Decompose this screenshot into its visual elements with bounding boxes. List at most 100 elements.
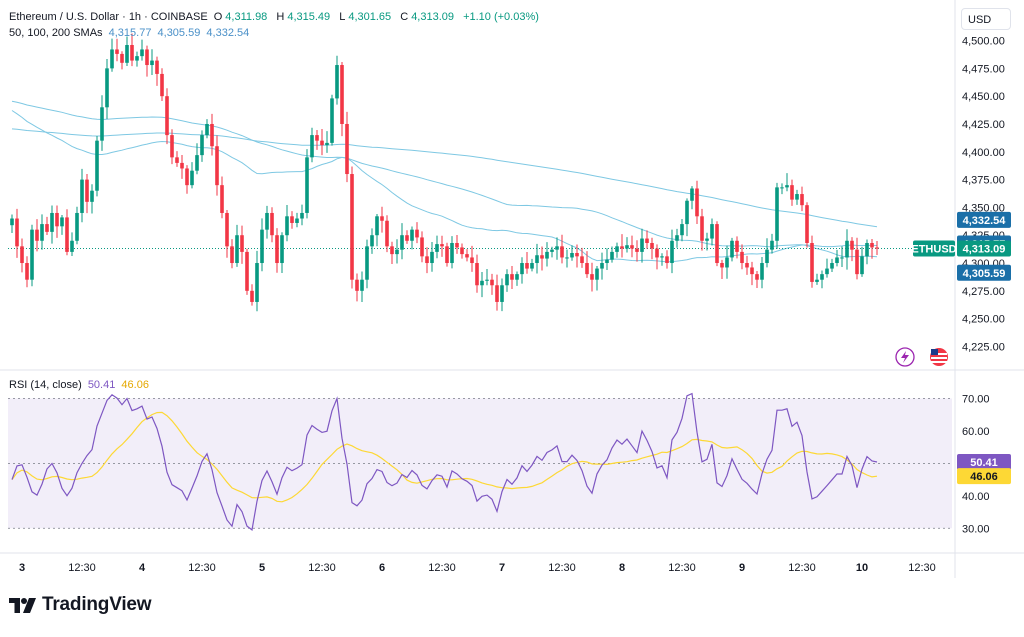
candle [165,88,169,145]
candle [320,129,324,156]
high-value: 4,315.49 [287,11,331,23]
tradingview-logo[interactable]: TradingView [9,594,152,616]
candle [655,244,659,270]
candle-body [810,242,814,282]
candle [385,215,389,253]
candle-body [605,259,609,264]
candle [50,205,54,244]
sma100-tag-bg [957,264,1011,281]
candle [370,228,374,254]
candle [755,270,759,289]
candle-body [850,240,854,250]
currency-button[interactable]: USD [961,8,1011,30]
symbol-tag-bg [913,240,955,257]
candle [790,179,794,206]
candle-body [135,56,139,61]
candle [420,231,424,263]
candle [430,242,434,272]
candle [605,248,609,270]
candle [515,271,519,286]
candle [685,198,689,237]
candle-body [625,245,629,249]
candle [740,244,744,270]
candle [545,242,549,267]
candle-body [355,279,359,291]
candle-body [750,267,754,275]
sma-label[interactable]: 50, 100, 200 SMAs [9,27,103,39]
time-tick-label: 12:30 [68,562,96,574]
candle-body [380,216,384,221]
price-tick-label: 4,475.00 [962,63,1005,75]
candle [215,135,219,196]
candle-body [315,135,319,141]
candle [160,68,164,102]
symbol-title[interactable]: Ethereum / U.S. Dollar · 1h · COINBASE [9,11,208,23]
candle [250,284,254,306]
candle-body [50,212,54,232]
candle-body [55,212,59,227]
sma-lines [8,100,955,263]
flag-icon-stripe [931,353,947,355]
legend-sma: 50, 100, 200 SMAs 4,315.77 4,305.59 4,33… [9,27,252,39]
candle [585,251,589,278]
candle [775,182,779,249]
candle [330,94,334,146]
candle [300,204,304,226]
candle-body [825,268,829,275]
candle [665,250,669,269]
candle [620,234,624,258]
candle [735,236,739,259]
candle [840,246,844,267]
rsi-label[interactable]: RSI (14, close) [9,379,82,391]
candle [630,235,634,258]
rsi-tag: 50.41 [957,454,1011,471]
candle-body [660,256,664,258]
candle [435,235,439,259]
candle-body [35,229,39,241]
candle [610,246,614,263]
candle-body [205,123,209,136]
candle [815,273,819,285]
candle [260,218,264,272]
candle [65,209,69,256]
sma200-tag-text: 4,332.54 [963,215,1007,227]
candle [570,245,574,261]
flag-icon [930,348,948,366]
candle [805,202,809,248]
candle-body [695,188,699,217]
sma200-tag: 4,332.54 [957,211,1011,228]
change-value: +1.10 (+0.03%) [463,11,539,23]
candle [650,237,654,260]
candle [135,51,139,67]
candle-body [400,235,404,250]
candle-body [150,60,154,66]
candle-body [690,188,694,201]
candle [865,239,869,265]
candle-body [600,263,604,269]
candle-body [115,49,119,54]
candle-body [80,179,84,213]
sma-200-line [11,128,878,228]
candle [465,249,469,262]
candle-body [535,255,539,264]
candle [295,212,299,228]
candle [510,266,514,290]
candle [485,269,489,286]
candle-body [245,251,249,291]
candle-body [755,274,759,280]
candle-body [455,242,459,248]
candle [795,189,799,205]
candle [310,127,314,163]
candle-body [480,280,484,286]
candle-body [700,216,704,241]
rsi-ma-tag-bg [957,468,1011,485]
candle-body [720,263,724,268]
candle-body [125,45,129,63]
candle [120,51,124,70]
floating-icons [895,347,948,367]
candle [150,49,154,76]
flag-icon-canton [931,349,938,355]
candle [275,228,279,273]
candle-body [560,246,564,258]
